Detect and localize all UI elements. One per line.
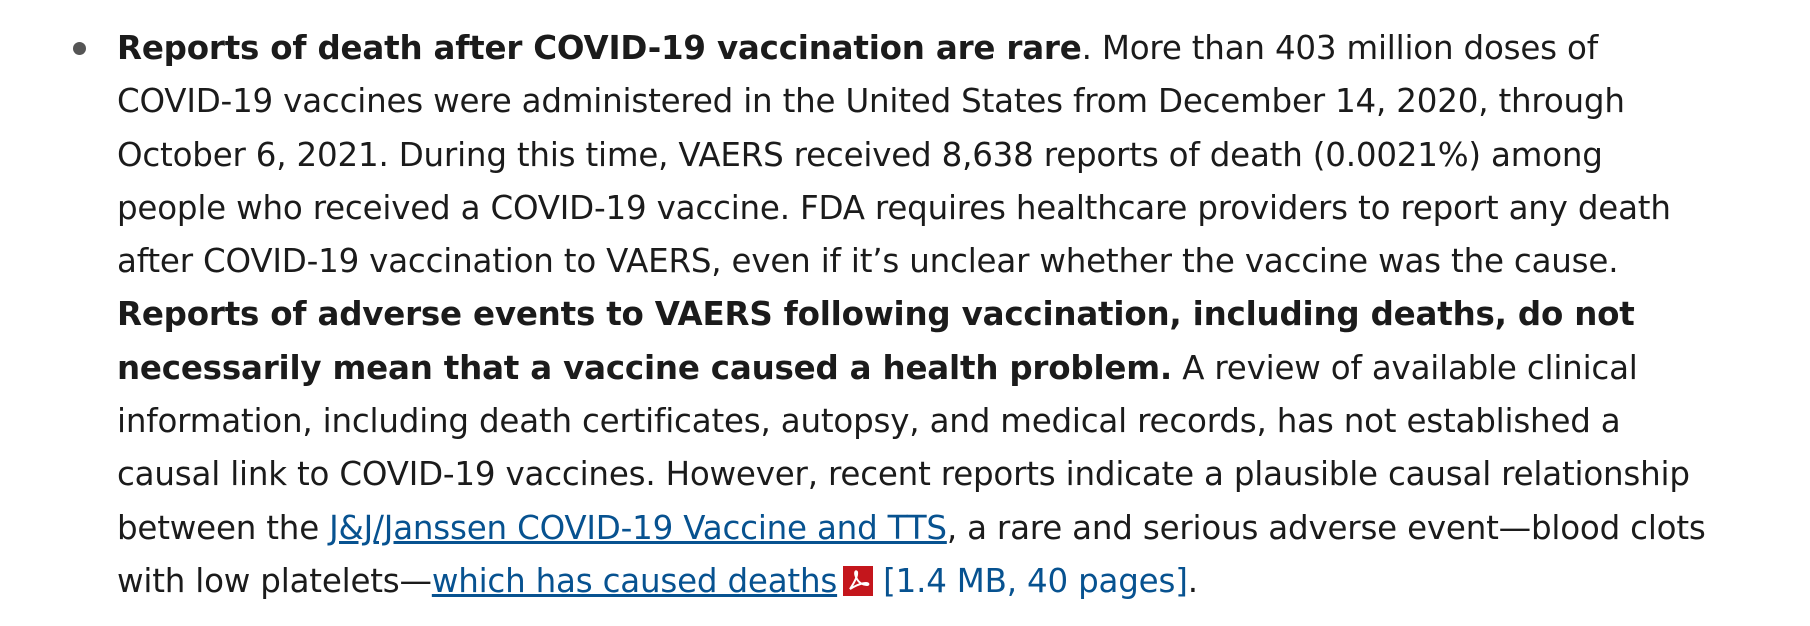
bullet-dot xyxy=(73,42,86,55)
bullet-list: Reports of death after COVID-19 vaccinat… xyxy=(73,22,1717,608)
bold-text: Reports of death after COVID-19 vaccinat… xyxy=(117,29,1082,67)
link[interactable]: J&J/Janssen COVID-19 Vaccine and TTS xyxy=(329,508,947,547)
bold-text: Reports of adverse events to VAERS follo… xyxy=(117,295,1635,387)
pdf-icon xyxy=(843,565,874,596)
text: . xyxy=(1187,561,1198,600)
bullet-item: Reports of death after COVID-19 vaccinat… xyxy=(73,22,1717,608)
file-info: [1.4 MB, 40 pages] xyxy=(883,561,1188,600)
link[interactable]: which has caused deaths xyxy=(431,561,838,600)
text: , a rare and serious adverse event—blood… xyxy=(117,508,1706,600)
text: A review of available clinical informati… xyxy=(117,348,1690,547)
text: . More than 403 million doses of COVID-1… xyxy=(117,29,1671,281)
